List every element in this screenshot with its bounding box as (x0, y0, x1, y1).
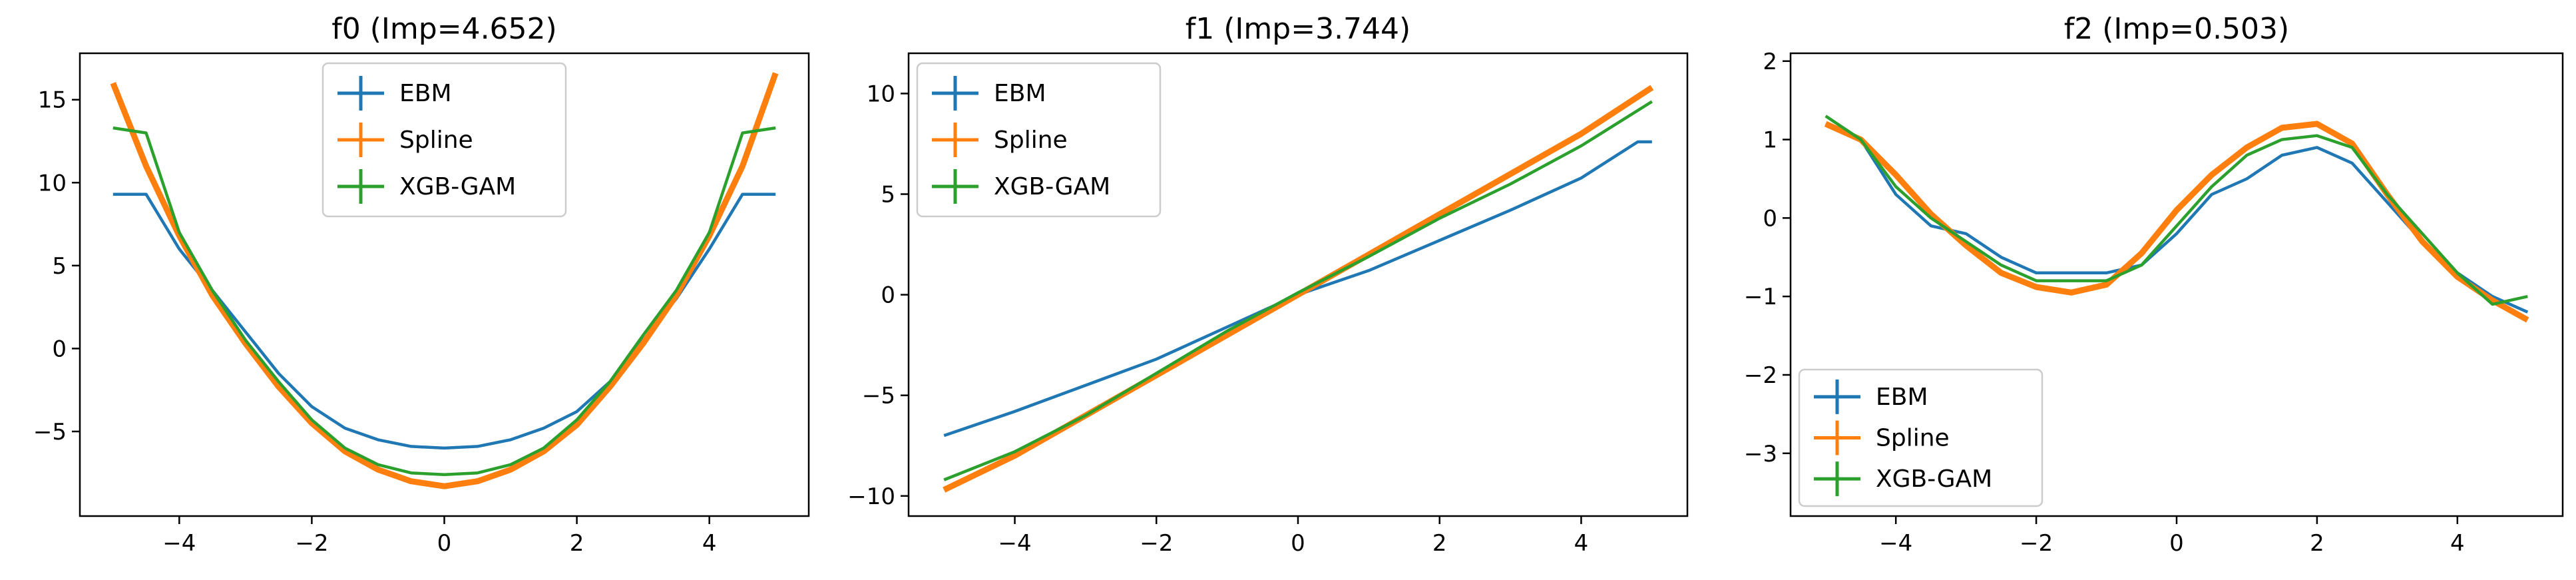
x-tick-label: −4 (162, 530, 196, 557)
x-tick-label: 4 (1574, 530, 1589, 557)
y-tick-label: −3 (1744, 441, 1777, 467)
y-tick-label: −5 (862, 383, 895, 410)
y-tick-label: 5 (881, 182, 895, 208)
chart-panel-1: f1 (Imp=3.744) −4 −2 0 2 4 −10 −5 0 5 10 EBM Spline X… (847, 12, 1689, 557)
x-tick-label: 0 (1291, 530, 1305, 557)
series-line-xgb-gam (1825, 115, 2528, 306)
x-tick-label: −4 (1879, 530, 1912, 557)
legend-label: EBM (994, 80, 1046, 107)
y-tick-label: −5 (33, 419, 67, 445)
x-tick-label: 2 (570, 530, 584, 557)
x-tick-label: 2 (2310, 530, 2324, 557)
x-tick-label: −2 (295, 530, 328, 557)
legend-label: Spline (994, 127, 1068, 154)
legend-label: EBM (1876, 384, 1928, 411)
x-tick-label: −4 (998, 530, 1031, 557)
chart-title: f1 (Imp=3.744) (1185, 12, 1410, 46)
series-line-xgb-gam (943, 100, 1653, 481)
x-tick-label: 4 (702, 530, 717, 557)
x-tick-label: 4 (2450, 530, 2465, 557)
legend-label: EBM (399, 80, 452, 107)
legend-label: Spline (399, 127, 473, 154)
y-tick-label: −10 (847, 483, 895, 510)
y-tick-label: −2 (1744, 362, 1777, 389)
y-tick-label: 0 (881, 282, 895, 309)
series-line-spline (110, 72, 779, 489)
legend-label: Spline (1876, 425, 1950, 452)
legend-box (322, 62, 567, 218)
series-line-spline (1824, 121, 2529, 323)
x-tick-label: 2 (1432, 530, 1447, 557)
legend: EBM Spline XGB-GAM (916, 62, 1162, 218)
y-tick-label: 10 (867, 81, 895, 107)
chart-panel-0: f0 (Imp=4.652) −4 −2 0 2 4 −5 0 5 10 15 EBM Spline XG… (33, 12, 810, 557)
x-tick-label: 0 (437, 530, 452, 557)
chart-panel-2: f2 (Imp=0.503) −4 −2 0 2 4 −3 −2 −1 0 1 2 EBM Spline X… (1744, 12, 2564, 557)
series-line-ebm (112, 192, 776, 450)
y-tick-label: 1 (1763, 127, 1777, 154)
x-tick-label: 0 (2169, 530, 2184, 557)
legend-box (916, 62, 1162, 218)
series-line-ebm (943, 140, 1652, 437)
chart-title: f0 (Imp=4.652) (331, 12, 556, 46)
legend-label: XGB-GAM (1876, 465, 1992, 493)
legend-box (1798, 368, 2043, 507)
series-line-xgb-gam (112, 126, 776, 476)
y-tick-label: 2 (1763, 49, 1777, 75)
legend-label: XGB-GAM (994, 173, 1110, 200)
legend: EBM Spline XGB-GAM (1798, 368, 2043, 507)
y-tick-label: 15 (38, 87, 67, 114)
y-tick-label: 10 (38, 170, 67, 196)
x-tick-label: −2 (2020, 530, 2053, 557)
x-tick-label: −2 (1140, 530, 1173, 557)
y-tick-label: 0 (1763, 205, 1777, 232)
legend-label: XGB-GAM (399, 173, 516, 200)
y-tick-label: 5 (52, 253, 67, 280)
chart-title: f2 (Imp=0.503) (2064, 12, 2289, 46)
legend: EBM Spline XGB-GAM (322, 62, 567, 218)
y-tick-label: −1 (1744, 284, 1777, 310)
y-tick-label: 0 (52, 336, 67, 362)
